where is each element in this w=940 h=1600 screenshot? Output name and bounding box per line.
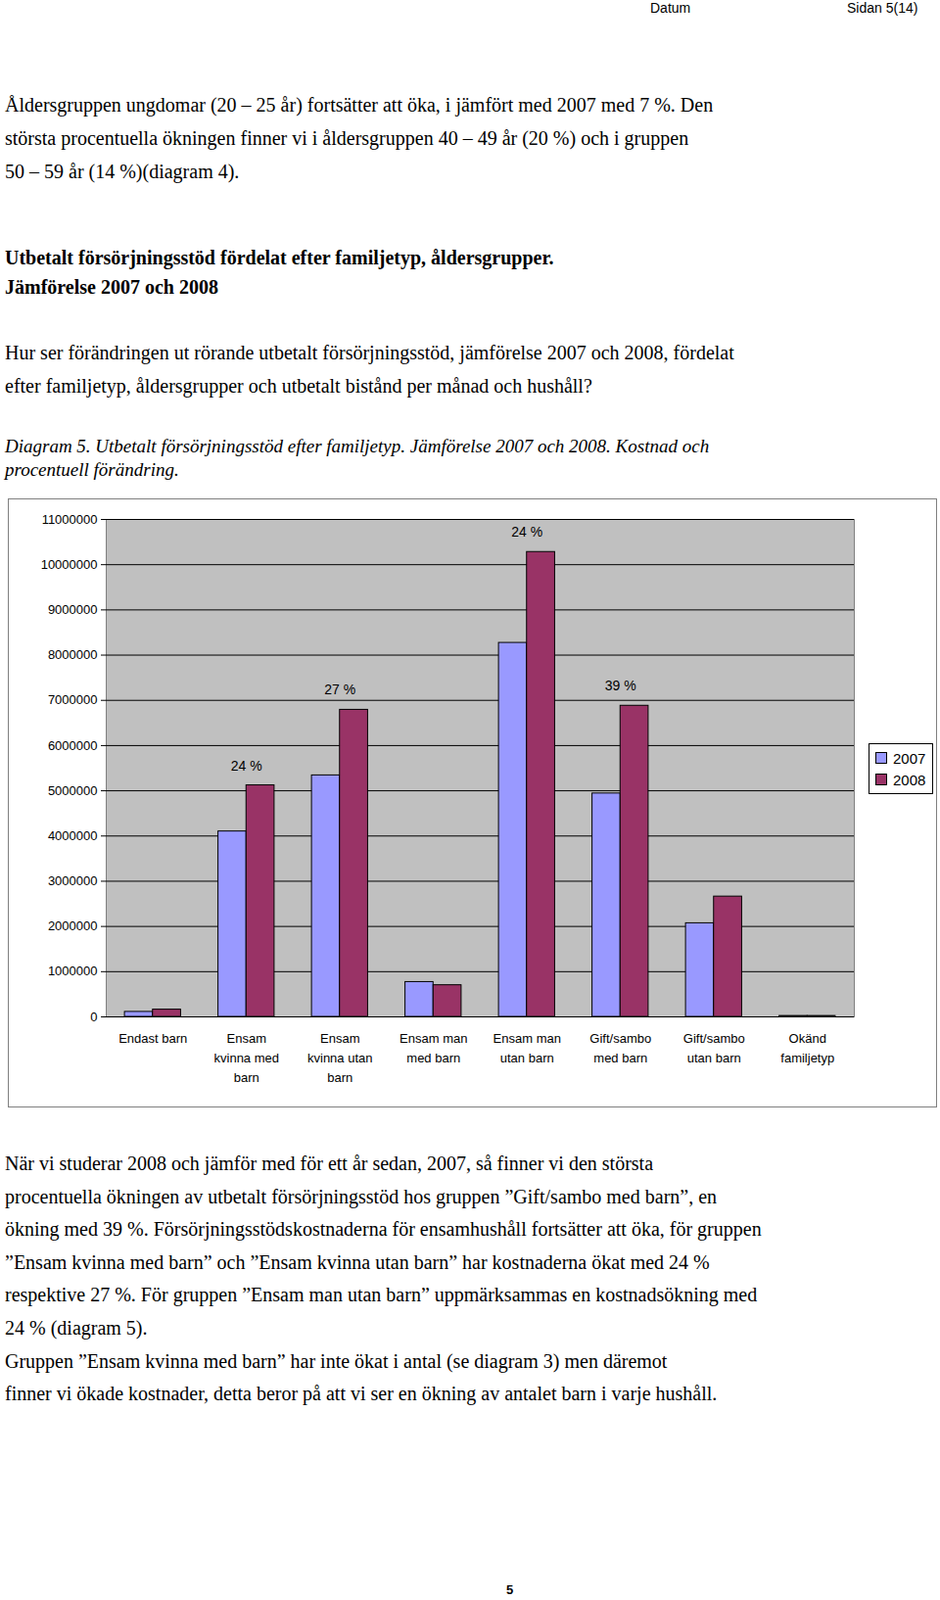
html-text:Datum: Datum	[650, 0, 691, 16]
html-text:Sidan 5(14): Sidan 5(14)	[846, 0, 918, 16]
html-text:procentuell förändring.: procentuell förändring.	[4, 459, 179, 480]
svg-text:9000000: 9000000	[47, 602, 98, 617]
svg-text:27 %: 27 %	[324, 681, 356, 698]
svg-text:Ensam manutan barn: Ensam manutan barn	[493, 1031, 562, 1066]
svg-text:4000000: 4000000	[47, 828, 98, 844]
html-text:procentuella ökningen av utbet: procentuella ökningen av utbetalt försör…	[4, 1185, 717, 1207]
svg-text:Gift/sambomed barn: Gift/sambomed barn	[589, 1031, 652, 1066]
html-text:efter familjetyp, åldersgruppe: efter familjetyp, åldersgrupper och utbe…	[4, 375, 593, 397]
svg-text:0: 0	[90, 1009, 97, 1025]
svg-text:1000000: 1000000	[47, 963, 98, 979]
svg-text:Endast barn: Endast barn	[118, 1031, 188, 1046]
html-text:ökning med 39 %. Försörjningss: ökning med 39 %. Försörjningsstödskostna…	[4, 1218, 762, 1240]
html-text:50 – 59 år (14 %)(diagram 4).: 50 – 59 år (14 %)(diagram 4).	[4, 160, 240, 183]
html-text:5: 5	[506, 1582, 514, 1598]
html-text:När vi studerar 2008 och jämfö: När vi studerar 2008 och jämför med för …	[4, 1152, 654, 1175]
html-text:finner vi ökade kostnader, det: finner vi ökade kostnader, detta beror p…	[4, 1382, 718, 1405]
svg-text:Ensamkvinna utanbarn: Ensamkvinna utanbarn	[307, 1031, 374, 1085]
html-text:”Ensam kvinna med barn” och ”E: ”Ensam kvinna med barn” och ”Ensam kvinn…	[4, 1251, 710, 1273]
svg-text:11000000: 11000000	[42, 512, 98, 527]
html-text:Diagram 5. Utbetalt försörjnin: Diagram 5. Utbetalt försörjningsstöd eft…	[4, 435, 710, 457]
svg-text:8000000: 8000000	[47, 647, 98, 662]
html-text:Gruppen ”Ensam kvinna med barn: Gruppen ”Ensam kvinna med barn” har inte…	[4, 1349, 668, 1372]
html-text:Åldersgruppen ungdomar (20 – 2: Åldersgruppen ungdomar (20 – 25 år) fort…	[4, 94, 713, 116]
html-text:största procentuella ökningen: största procentuella ökningen finner vi …	[4, 127, 689, 149]
svg-text:Ensam manmed barn: Ensam manmed barn	[399, 1031, 468, 1066]
html-text:2007: 2007	[893, 749, 926, 767]
svg-text:Gift/samboutan barn: Gift/samboutan barn	[683, 1031, 746, 1066]
html-text:2008: 2008	[893, 771, 926, 788]
svg-text:7000000: 7000000	[47, 692, 98, 707]
html-text:respektive 27 %. För gruppen ”: respektive 27 %. För gruppen ”Ensam man …	[4, 1284, 758, 1306]
html-text:Hur ser förändringen ut rörand: Hur ser förändringen ut rörande utbetalt…	[4, 341, 735, 364]
html-text:Utbetalt försörjningsstöd förd: Utbetalt försörjningsstöd fördelat efter…	[4, 246, 554, 269]
svg-text:6000000: 6000000	[47, 738, 98, 753]
svg-text:2000000: 2000000	[47, 918, 98, 934]
svg-text:10000000: 10000000	[41, 557, 98, 572]
svg-text:Ensamkvinna medbarn: Ensamkvinna medbarn	[214, 1031, 280, 1085]
svg-text:5000000: 5000000	[47, 783, 98, 799]
svg-text:3000000: 3000000	[47, 873, 98, 889]
html-text:24 % (diagram 5).: 24 % (diagram 5).	[4, 1316, 148, 1339]
svg-text:Okändfamiljetyp: Okändfamiljetyp	[780, 1031, 835, 1066]
svg-text:39 %: 39 %	[605, 677, 637, 694]
svg-text:24 %: 24 %	[511, 523, 543, 540]
html-text:Jämförelse 2007 och 2008: Jämförelse 2007 och 2008	[4, 276, 219, 298]
svg-text:24 %: 24 %	[231, 757, 263, 774]
